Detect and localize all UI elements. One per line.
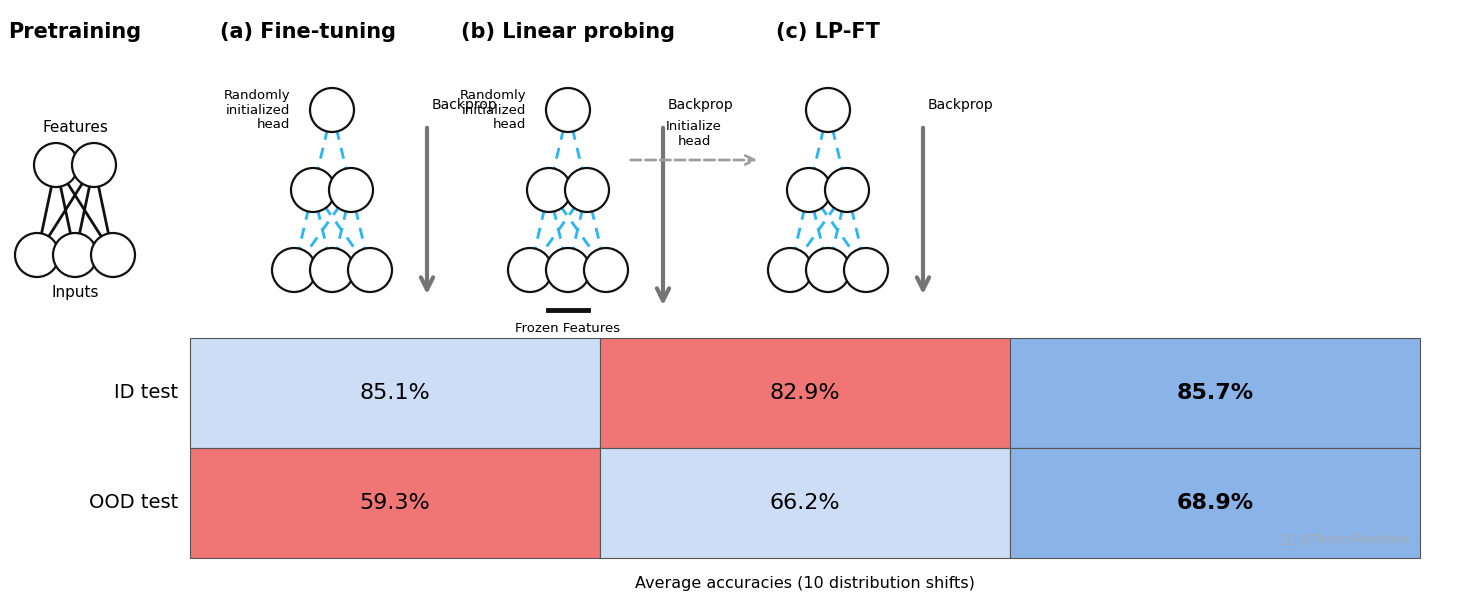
Text: Average accuracies (10 distribution shifts): Average accuracies (10 distribution shif… <box>635 576 975 591</box>
Text: ID test: ID test <box>114 384 178 403</box>
Circle shape <box>91 233 135 277</box>
Circle shape <box>15 233 58 277</box>
Text: Frozen Features: Frozen Features <box>516 322 620 335</box>
Text: 82.9%: 82.9% <box>769 383 841 403</box>
Text: Randomly
initialized
head: Randomly initialized head <box>459 89 526 132</box>
Text: (c) LP-FT: (c) LP-FT <box>776 22 880 42</box>
Text: OOD test: OOD test <box>89 493 178 512</box>
Text: 59.3%: 59.3% <box>360 493 430 513</box>
Circle shape <box>329 168 373 212</box>
Circle shape <box>844 248 887 292</box>
Circle shape <box>545 88 591 132</box>
Text: Inputs: Inputs <box>51 285 99 300</box>
Circle shape <box>806 248 849 292</box>
Text: Randomly
initialized
head: Randomly initialized head <box>224 89 289 132</box>
Bar <box>190 448 599 558</box>
Text: 85.1%: 85.1% <box>360 383 430 403</box>
Text: Backprop: Backprop <box>431 98 497 112</box>
Text: Initialize
head: Initialize head <box>667 120 722 148</box>
Text: 68.9%: 68.9% <box>1177 493 1253 513</box>
Bar <box>190 338 599 448</box>
Circle shape <box>53 233 96 277</box>
Circle shape <box>806 88 849 132</box>
Circle shape <box>272 248 316 292</box>
Text: (b) Linear probing: (b) Linear probing <box>461 22 675 42</box>
Circle shape <box>34 143 77 187</box>
Circle shape <box>72 143 115 187</box>
Text: Features: Features <box>42 120 108 135</box>
Circle shape <box>526 168 572 212</box>
Bar <box>1010 448 1420 558</box>
Bar <box>599 338 1010 448</box>
Text: Backprop: Backprop <box>928 98 994 112</box>
Circle shape <box>310 248 354 292</box>
Circle shape <box>583 248 629 292</box>
Circle shape <box>825 168 868 212</box>
Text: 66.2%: 66.2% <box>769 493 841 513</box>
Circle shape <box>291 168 335 212</box>
Circle shape <box>787 168 830 212</box>
Circle shape <box>768 248 811 292</box>
Circle shape <box>564 168 610 212</box>
Text: 知乎 @TheoryWanderer: 知乎 @TheoryWanderer <box>1282 533 1409 546</box>
Text: 85.7%: 85.7% <box>1177 383 1253 403</box>
Circle shape <box>507 248 553 292</box>
Circle shape <box>348 248 392 292</box>
Circle shape <box>310 88 354 132</box>
Circle shape <box>545 248 591 292</box>
Bar <box>1010 338 1420 448</box>
Text: Pretraining: Pretraining <box>9 22 142 42</box>
Text: Backprop: Backprop <box>668 98 734 112</box>
Text: (a) Fine-tuning: (a) Fine-tuning <box>219 22 396 42</box>
Bar <box>599 448 1010 558</box>
